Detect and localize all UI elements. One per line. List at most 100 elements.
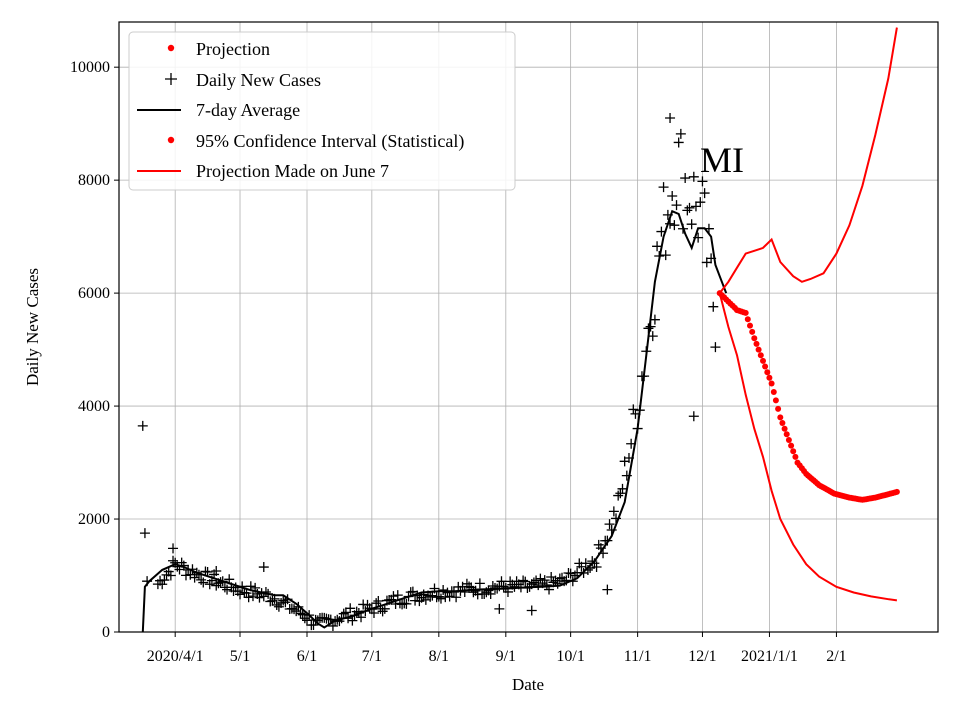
daily-case-marker <box>591 562 602 573</box>
axes-frame <box>118 21 939 633</box>
projection-dot <box>757 352 764 359</box>
projection-dot <box>764 369 771 376</box>
projection-dot <box>753 340 760 347</box>
projection-dot <box>762 363 769 370</box>
projection-dot <box>772 397 779 404</box>
daily-case-marker <box>377 606 388 617</box>
daily-case-marker <box>684 202 695 213</box>
legend-label: Projection Made on June 7 <box>196 161 389 181</box>
legend-entry-confidence-interval: 95% Confidence Interval (Statistical) <box>167 131 464 152</box>
legend-label: 95% Confidence Interval (Statistical) <box>196 131 464 152</box>
daily-case-marker <box>528 577 539 588</box>
daily-case-marker <box>340 607 351 618</box>
x-tick-label: 2020/4/1 <box>147 648 204 665</box>
projection-dot <box>777 414 784 421</box>
daily-case-marker <box>695 197 706 208</box>
daily-case-marker <box>258 562 269 573</box>
legend-label: Daily New Cases <box>196 70 321 90</box>
projection-dot <box>781 425 788 432</box>
daily-case-marker <box>688 411 699 422</box>
projection-dot <box>788 442 795 449</box>
legend-entry-7-day-average: 7-day Average <box>137 100 300 120</box>
legend-marker-dot <box>167 136 175 144</box>
daily-case-marker <box>168 543 179 554</box>
legend-entry-projection: Projection <box>167 39 270 59</box>
daily-case-marker <box>243 592 254 603</box>
legend-entry-daily-new-cases: Daily New Cases <box>165 70 321 90</box>
y-axis-label: Daily New Cases <box>23 268 42 386</box>
daily-case-marker <box>392 590 403 601</box>
daily-case-marker <box>198 577 209 588</box>
projection-dot <box>747 322 753 329</box>
projection-dot <box>775 405 782 412</box>
daily-case-marker <box>139 528 150 539</box>
y-tick-label: 8000 <box>78 172 110 189</box>
daily-case-marker <box>518 575 529 586</box>
daily-case-marker <box>541 579 552 590</box>
daily-case-marker <box>459 587 470 598</box>
upper-bound-line <box>718 27 898 294</box>
daily-case-marker <box>308 619 319 630</box>
daily-case-marker <box>222 584 233 595</box>
daily-case-marker <box>159 575 170 586</box>
legend-entry-projection-june-7: Projection Made on June 7 <box>137 161 389 181</box>
daily-case-marker <box>435 593 446 604</box>
daily-case-marker <box>451 592 462 603</box>
projection-dot <box>790 448 797 455</box>
daily-case-marker <box>533 580 544 591</box>
legend-label: 7-day Average <box>196 100 300 120</box>
daily-case-marker <box>613 490 624 501</box>
daily-case-marker <box>671 200 682 211</box>
projection-dot <box>779 420 786 426</box>
plot-area <box>137 27 900 633</box>
daily-case-marker <box>254 592 265 603</box>
x-tick-label: 12/1 <box>688 648 716 665</box>
daily-case-marker <box>440 592 451 603</box>
daily-case-marker <box>526 605 537 616</box>
daily-case-marker <box>438 585 449 596</box>
daily-case-marker <box>675 128 686 139</box>
projection-dot <box>893 488 900 495</box>
projection-dots <box>716 290 900 503</box>
y-tick-label: 0 <box>102 624 110 641</box>
daily-case-marker <box>291 606 302 617</box>
daily-case-marker <box>539 575 550 586</box>
legend-marker-plus <box>165 73 177 85</box>
daily-case-marker <box>565 568 576 579</box>
daily-case-marker <box>531 575 542 586</box>
daily-case-marker <box>267 595 278 606</box>
y-tick-label: 6000 <box>78 285 110 302</box>
daily-case-marker <box>608 506 619 517</box>
daily-case-marker <box>247 591 258 602</box>
daily-case-marker <box>665 113 676 124</box>
daily-case-marker <box>615 488 626 499</box>
projection-dot <box>766 374 773 381</box>
daily-case-marker <box>388 591 399 602</box>
daily-case-marker <box>652 241 663 252</box>
daily-case-marker <box>563 567 574 578</box>
daily-case-marker <box>157 579 168 590</box>
daily-case-marker <box>710 342 721 353</box>
daily-case-marker <box>211 566 222 576</box>
projection-dot <box>742 309 749 316</box>
daily-case-marker <box>535 573 546 584</box>
daily-case-marker <box>496 576 507 587</box>
axis-ticks: 2020/4/1 5/1 6/1 7/1 8/1 9/1 10/1 11/1 12/1 2021/… <box>70 59 847 665</box>
daily-case-marker <box>319 612 330 623</box>
daily-case-marker <box>669 220 680 231</box>
projection-dot <box>783 431 790 438</box>
projection-dot <box>751 335 758 342</box>
legend-marker-dot <box>167 44 175 52</box>
daily-case-marker <box>617 483 628 494</box>
projection-dot <box>744 316 751 323</box>
daily-case-marker <box>418 589 429 600</box>
daily-case-marker <box>708 301 719 312</box>
daily-case-marker <box>271 599 282 610</box>
daily-case-marker <box>628 404 639 415</box>
daily-case-marker <box>345 603 356 614</box>
daily-case-marker <box>498 581 509 592</box>
projection-dot <box>749 328 756 335</box>
x-tick-label: 10/1 <box>556 648 584 665</box>
projection-dot <box>760 357 766 364</box>
